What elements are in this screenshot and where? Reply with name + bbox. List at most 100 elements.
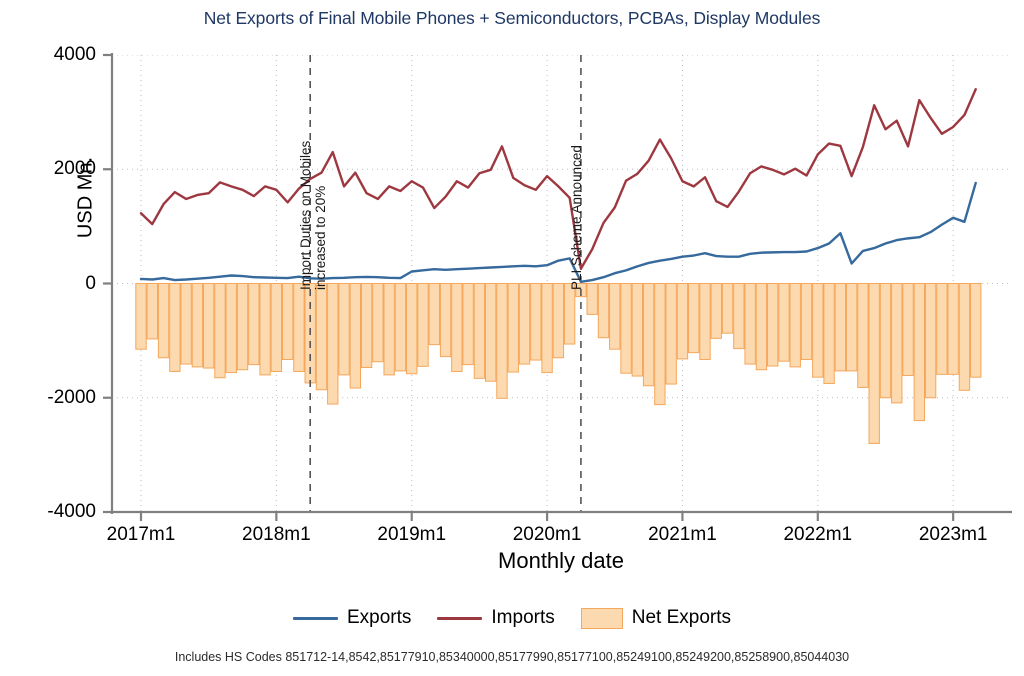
net-exports-bar [462, 283, 474, 366]
net-exports-bar [755, 283, 768, 371]
x-tick-label: 2022m1 [783, 524, 853, 545]
gridlines [112, 55, 1010, 512]
net-exports-bar [947, 283, 959, 375]
y-tick-label: 4000 [53, 44, 96, 65]
y-tick-label: 2000 [53, 158, 96, 180]
net-exports-bar [372, 283, 384, 363]
footnote: Includes HS Codes 851712-14,8542,8517791… [174, 650, 850, 664]
net-exports-bar [857, 283, 869, 388]
net-exports-bar [518, 283, 531, 365]
net-exports-bar [541, 283, 553, 374]
y-axis-title: USD Mn. [74, 156, 97, 239]
x-axis-title: Monthly date [498, 548, 624, 573]
series-lines [139, 88, 977, 283]
net-exports-bar [383, 283, 395, 376]
series-line-imports [139, 88, 977, 270]
net-exports-bar [620, 283, 632, 374]
net-exports-bar [823, 283, 835, 384]
net-exports-bar [225, 283, 237, 374]
net-exports-bar [428, 283, 440, 346]
legend-item-imports[interactable]: Imports [437, 607, 555, 629]
net-exports-bar [891, 283, 903, 404]
annotation-lines [309, 55, 582, 512]
legend-line-exports [292, 616, 338, 620]
net-exports-bar [654, 283, 666, 406]
net-exports-bar [789, 283, 801, 368]
net-exports-bar [834, 283, 847, 372]
net-exports-bar [924, 283, 937, 399]
net-exports-bar [970, 283, 982, 378]
net-exports-bar [879, 283, 892, 399]
net-exports-bar [699, 283, 711, 360]
net-exports-bar [609, 283, 621, 350]
net-exports-bar [315, 283, 328, 391]
net-exports-bar [586, 283, 598, 315]
net-exports-bar [812, 283, 824, 378]
legend-swatch-net-exports [580, 607, 623, 629]
net-exports-bar [507, 283, 519, 373]
y-tick-label: -4000 [47, 501, 96, 522]
net-exports-bar [665, 283, 677, 385]
legend-item-net-exports[interactable]: Net Exports [580, 607, 732, 629]
series-line-exports [139, 181, 977, 283]
legend-item-exports[interactable]: Exports [292, 607, 412, 629]
net-exports-bar [349, 283, 362, 389]
net-exports-bar [473, 283, 486, 379]
page-title: Net Exports of Final Mobile Phones + Sem… [203, 8, 821, 28]
x-tick-label: 2020m1 [512, 524, 582, 545]
net-exports-bar [530, 283, 542, 361]
net-exports-bar [259, 283, 271, 376]
net-exports-bar [338, 283, 350, 376]
net-exports-bar [913, 283, 926, 422]
x-tick-label: 2018m1 [242, 524, 311, 545]
annotation-label-pli-scheme-1: PLI Scheme Announced [568, 145, 584, 290]
legend-label-imports: Imports [491, 607, 555, 628]
net-exports-bar [180, 283, 192, 365]
net-exports-bar [597, 283, 610, 339]
net-exports-bar [236, 283, 249, 371]
net-exports-bar [958, 283, 971, 391]
net-exports-bar [248, 283, 260, 366]
legend-line-imports [437, 616, 483, 620]
net-exports-bar [936, 283, 948, 375]
x-tick-label: 2017m1 [106, 524, 176, 545]
annotation-label-import-duty-2: increased to 20% [313, 185, 329, 290]
net-exports-bar [157, 283, 170, 359]
net-exports-bar [169, 283, 181, 372]
net-exports-bar [202, 283, 215, 369]
net-exports-bar [496, 283, 508, 399]
net-exports-bar [281, 283, 294, 360]
net-exports-bar [270, 283, 283, 372]
net-exports-bar [406, 283, 418, 375]
net-exports-bar [563, 283, 576, 345]
net-exports-bar [902, 283, 914, 376]
net-exports-bar [191, 283, 204, 368]
net-exports-bar [800, 283, 813, 360]
chart-svg [112, 55, 1010, 512]
net-exports-bar [676, 283, 689, 360]
net-exports-bar [721, 283, 734, 334]
net-exports-bar [778, 283, 790, 362]
net-exports-bar [868, 283, 880, 444]
net-exports-bar [642, 283, 655, 387]
net-exports-bar [845, 283, 858, 372]
net-exports-bar [484, 283, 497, 382]
net-exports-bar [146, 283, 158, 340]
x-tick-label: 2023m1 [918, 524, 988, 545]
net-exports-bar [744, 283, 756, 365]
net-exports-bar [733, 283, 745, 350]
net-exports-bar [451, 283, 463, 372]
net-exports-bar [135, 283, 147, 350]
y-tick-label: 0 [85, 272, 96, 294]
net-exports-bar [360, 283, 373, 368]
net-exports-bars [135, 283, 982, 444]
chart-legend: Exports Imports Net Exports [0, 607, 1024, 629]
x-tick-label: 2021m1 [648, 524, 717, 545]
legend-label-exports: Exports [346, 607, 412, 628]
net-exports-bar [631, 283, 644, 377]
net-exports-bar [710, 283, 722, 339]
net-exports-bar [214, 283, 226, 379]
legend-label-net-exports: Net Exports [631, 607, 732, 628]
plot-area: Import Duties on Mobiles increased to 20%… [112, 55, 1010, 512]
